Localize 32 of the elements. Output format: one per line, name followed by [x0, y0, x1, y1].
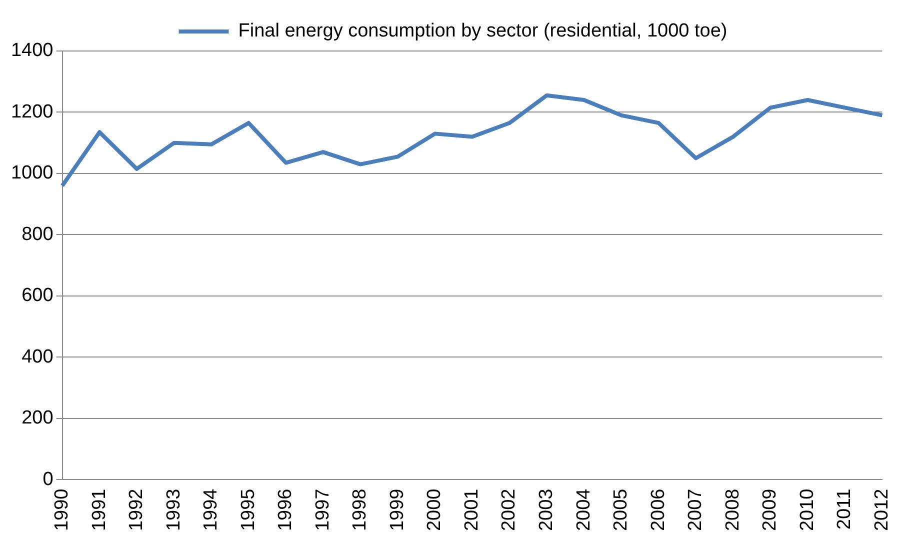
y-tick-label: 200 [22, 408, 54, 429]
x-tick-label: 1992 [126, 488, 148, 532]
x-tick-label: 1995 [238, 488, 259, 532]
x-tick-label: 1999 [386, 488, 408, 532]
x-tick-label: 1991 [88, 488, 110, 532]
y-tick-label: 0 [42, 468, 54, 490]
x-tick-label: 2006 [648, 488, 669, 532]
x-tick-label: 1990 [52, 488, 72, 532]
x-tick-label: 1998 [350, 488, 371, 532]
y-tick-label: 800 [22, 224, 54, 245]
x-tick-label: 2008 [722, 488, 744, 532]
x-tick-label: 2012 [871, 488, 892, 532]
x-tick-label: 2005 [610, 488, 632, 532]
x-tick-label: 1993 [163, 488, 184, 532]
x-tick-label: 2007 [685, 488, 706, 532]
y-tick-label: 400 [22, 346, 54, 368]
x-tick-label: 2011 [834, 488, 856, 530]
x-tick-label: 1997 [312, 488, 334, 532]
x-tick-label: 2004 [573, 488, 594, 532]
y-tick-label: 600 [22, 285, 54, 306]
y-tick-label: 1400 [10, 40, 54, 62]
x-tick-label: 2001 [461, 488, 482, 532]
x-tick-label: 2003 [536, 488, 558, 532]
x-tick-label: 2009 [760, 488, 781, 532]
legend-label: Final energy consumption by sector (residential, 1000 toe) [238, 20, 728, 42]
y-tick-label: 1200 [10, 101, 54, 122]
x-tick-label: 2000 [424, 488, 446, 532]
x-tick-label: 1994 [200, 488, 222, 532]
x-tick-label: 1996 [275, 488, 296, 532]
x-tick-label: 2010 [796, 488, 818, 532]
y-tick-label: 1000 [10, 162, 54, 184]
x-tick-label: 2002 [498, 488, 520, 532]
